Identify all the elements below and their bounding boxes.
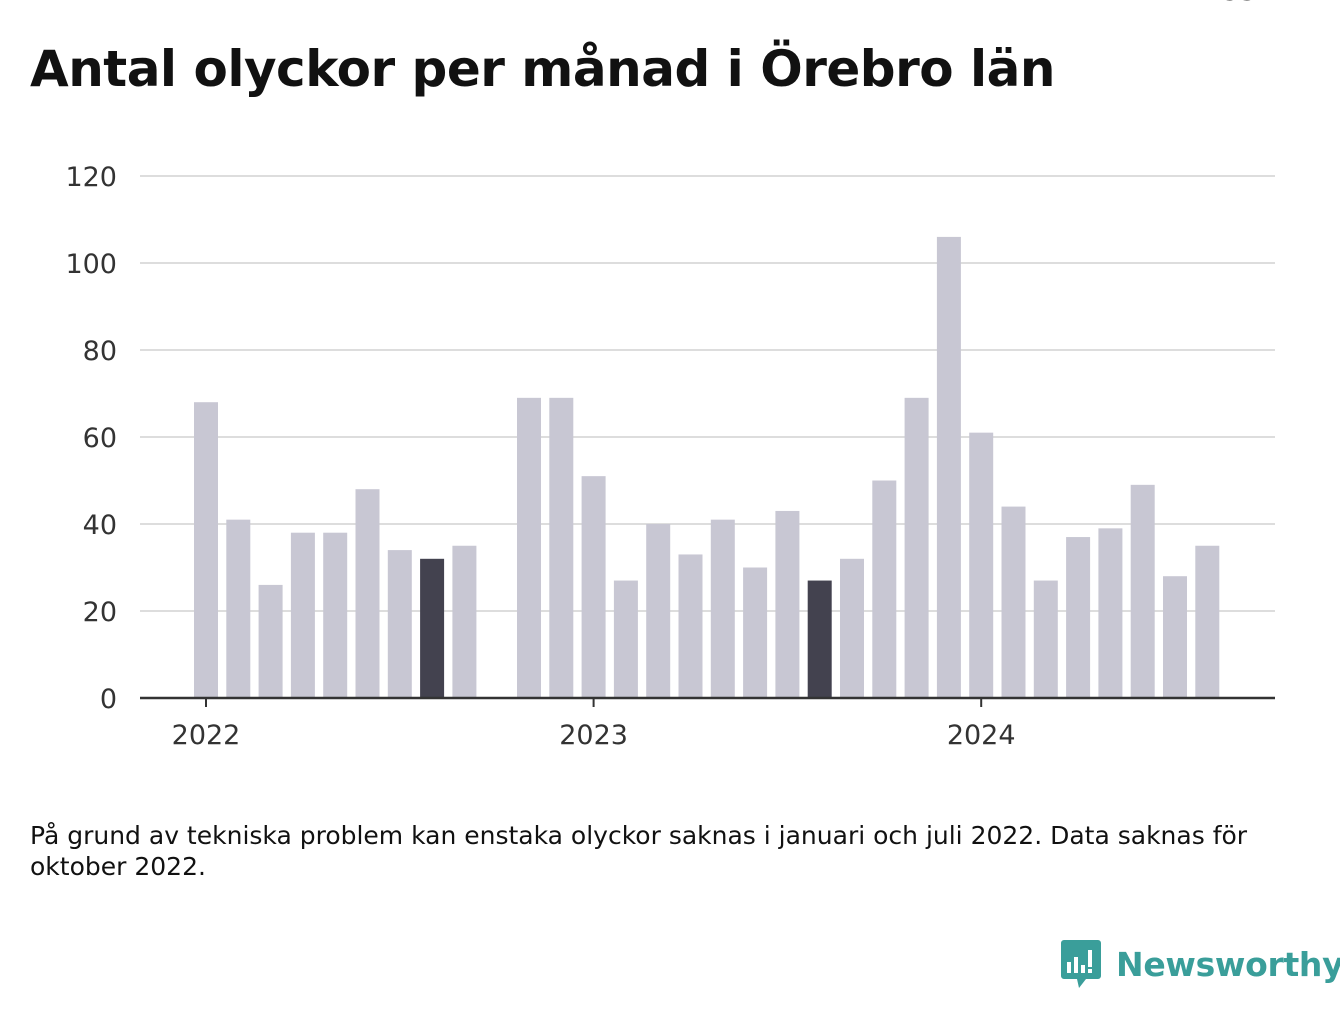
bars xyxy=(194,236,1220,698)
bar-2023-03 xyxy=(646,524,671,698)
y-tick-label: 80 xyxy=(83,336,117,367)
bar-2023-01 xyxy=(581,476,606,698)
y-tick-label: 0 xyxy=(100,684,117,715)
bar-2024-07 xyxy=(1163,576,1187,698)
y-tick-label: 120 xyxy=(65,162,117,193)
bar-2023-10 xyxy=(872,480,897,698)
y-tick-label: 100 xyxy=(65,249,117,280)
x-tick-label: 2022 xyxy=(172,720,241,751)
x-tick-label: 2024 xyxy=(947,720,1016,751)
bar-2023-04 xyxy=(678,554,703,698)
bar-2024-02 xyxy=(1001,506,1026,698)
y-tick-label: 60 xyxy=(83,423,117,454)
bar-2022-04 xyxy=(290,532,315,698)
bar-2023-02 xyxy=(613,580,638,698)
data-label: 35 xyxy=(1222,0,1256,7)
y-tick-label: 20 xyxy=(83,597,117,628)
bar-chart: 0 20 40 60 80 100 120 35 2022 2023 2024 xyxy=(65,0,1275,751)
bar-2024-06 xyxy=(1130,484,1155,698)
bar-2022-12 xyxy=(549,397,574,698)
chart-title: Antal olyckor per månad i Örebro län xyxy=(30,40,1055,98)
brand[interactable]: Newsworthy xyxy=(1060,938,1340,990)
bar-2023-07 xyxy=(775,510,800,698)
bar-2022-06 xyxy=(355,489,380,698)
x-axis-tick-labels: 2022 2023 2024 xyxy=(172,698,1016,751)
bar-2024-05 xyxy=(1098,528,1123,698)
data-labels: 35 xyxy=(1222,0,1256,7)
bar-2023-09 xyxy=(840,558,864,698)
bar-2022-05 xyxy=(323,532,348,698)
bar-2023-12 xyxy=(936,236,961,698)
bar-2022-01 xyxy=(194,402,218,698)
bar-2022-11 xyxy=(517,397,541,698)
bar-2023-11 xyxy=(904,397,929,698)
bar-2023-05 xyxy=(710,519,735,698)
bar-2022-02 xyxy=(226,519,251,698)
bar-2024-03 xyxy=(1033,580,1058,698)
bar-2022-03 xyxy=(258,584,283,698)
bar-2023-06 xyxy=(743,567,768,698)
footnote: På grund av tekniska problem kan enstaka… xyxy=(30,821,1248,881)
y-axis-tick-labels: 0 20 40 60 80 100 120 xyxy=(65,162,117,715)
bar-2022-08 xyxy=(420,558,445,698)
y-tick-label: 40 xyxy=(83,510,117,541)
bar-2022-09 xyxy=(452,545,477,698)
bar-2024-01 xyxy=(969,432,994,698)
brand-name: Newsworthy xyxy=(1116,944,1340,984)
bar-2024-08 xyxy=(1195,545,1220,698)
bar-2024-04 xyxy=(1066,537,1091,698)
bar-2023-08 xyxy=(807,580,832,698)
newsworthy-logo-icon xyxy=(1061,940,1101,988)
bar-2022-07 xyxy=(387,550,412,698)
x-tick-label: 2023 xyxy=(559,720,628,751)
